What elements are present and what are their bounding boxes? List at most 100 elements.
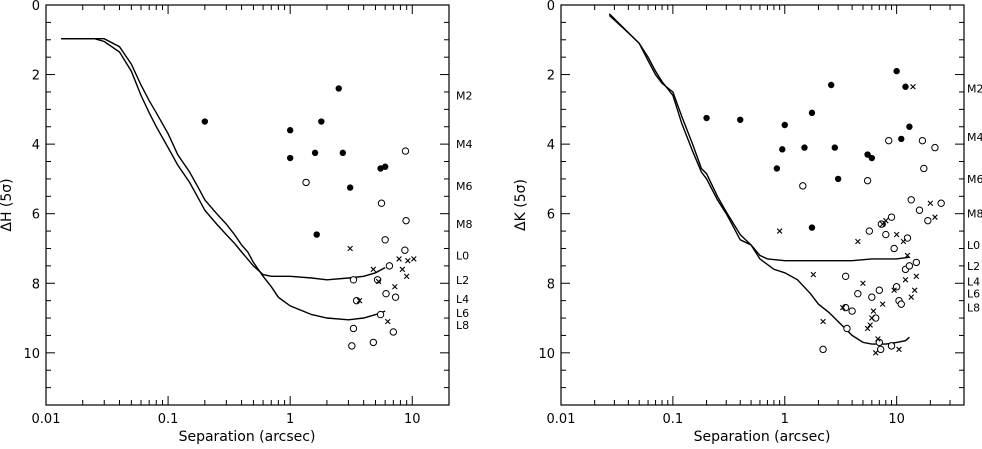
data-point-open [882,230,890,239]
data-point-open [382,289,390,298]
data-point-cross [375,278,382,285]
data-point-cross [875,336,881,342]
data-point-cross [869,315,875,321]
data-point-open [931,143,939,152]
spectral-type-label: L8 [967,302,980,315]
spectral-type-label: M4 [456,138,473,151]
data-point-cross [911,287,918,294]
data-point-cross [403,273,410,280]
data-point-open [912,258,921,267]
spectral-type-label: M2 [967,82,982,95]
spectral-type-label: L2 [967,260,980,273]
data-point-open [907,196,915,204]
data-point-cross [902,276,909,283]
data-point-open [905,262,914,270]
data-point-filled [318,118,325,125]
data-point-cross [893,231,900,238]
series-group [61,38,417,350]
data-point-filled [808,224,816,231]
data-point-open [887,342,896,350]
data-point-open [875,338,884,347]
data-point-open [799,182,807,190]
data-point-open [819,345,827,354]
y-tick-label: 4 [547,138,555,153]
y-tick-label: 8 [547,277,555,292]
data-point-open [876,345,885,354]
data-point-filled [346,184,354,191]
x-tick-label: 0.1 [663,412,684,427]
spectral-type-label: M8 [456,218,473,231]
data-point-open [302,178,310,187]
data-point-open [369,338,378,347]
y-axis-label: ΔH (5σ) [0,178,15,231]
data-point-filled [831,144,838,151]
data-point-open [892,283,901,291]
data-point-cross [839,304,846,311]
data-point-open [349,276,358,284]
data-point-open [918,136,927,145]
data-point-open [890,244,898,253]
x-tick-label: 1 [286,412,294,427]
data-point-cross [896,346,902,353]
data-point-cross [883,217,889,224]
data-point-open [401,246,409,254]
data-point-open [389,328,398,336]
spectral-type-label: L4 [456,293,469,306]
data-point-filled [898,135,905,143]
data-point-open [401,147,410,155]
x-tick-label: 10 [888,412,905,427]
data-point-open [920,164,928,173]
data-point-filled [311,149,319,157]
data-point-filled [381,163,389,170]
x-tick-label: 1 [781,412,789,427]
spectral-type-label: L2 [456,274,469,287]
data-point-open [843,324,851,333]
spectral-type-label: M6 [456,180,473,193]
data-point-cross [392,283,398,290]
data-point-filled [868,154,876,162]
data-point-cross [891,287,897,294]
x-tick-label: 0.01 [547,412,576,427]
data-point-cross [370,266,377,273]
data-point-cross [867,322,873,328]
data-point-open [348,342,356,350]
series-group [608,13,945,356]
x-axis-label: Separation (arcsec) [179,429,316,445]
data-point-filled [313,231,320,238]
data-point-cross [908,294,915,300]
data-point-cross [870,308,877,314]
data-point-open [376,310,385,319]
data-point-open [841,272,850,281]
spectral-type-label: L0 [967,239,980,252]
data-point-open [924,216,932,225]
data-point-cross [347,245,353,252]
y-axis-label: ΔK (5σ) [513,179,529,231]
spectral-type-label: M2 [456,89,473,102]
data-point-cross [405,257,411,264]
y-tick-label: 2 [547,69,555,84]
y-tick-label: 0 [547,0,555,14]
spectral-type-label: M8 [967,208,982,221]
data-point-open [875,286,884,294]
spectral-type-label: L0 [456,249,469,262]
data-point-filled [703,114,710,122]
data-point-open [868,293,876,301]
data-point-cross [864,325,871,332]
x-tick-label: 0.01 [32,412,61,427]
data-point-open [885,136,893,145]
data-point-open [385,262,394,270]
data-point-open [349,324,358,333]
contrast-curve [608,14,910,345]
data-point-cross [879,301,886,307]
data-point-filled [893,67,900,75]
data-point-cross [932,214,938,220]
data-point-open [402,216,410,225]
data-point-open [854,289,862,298]
data-point-open [391,293,400,301]
data-point-open [897,300,905,308]
data-point-filled [902,83,909,90]
data-point-cross [396,256,402,262]
data-point-filled [286,154,294,162]
